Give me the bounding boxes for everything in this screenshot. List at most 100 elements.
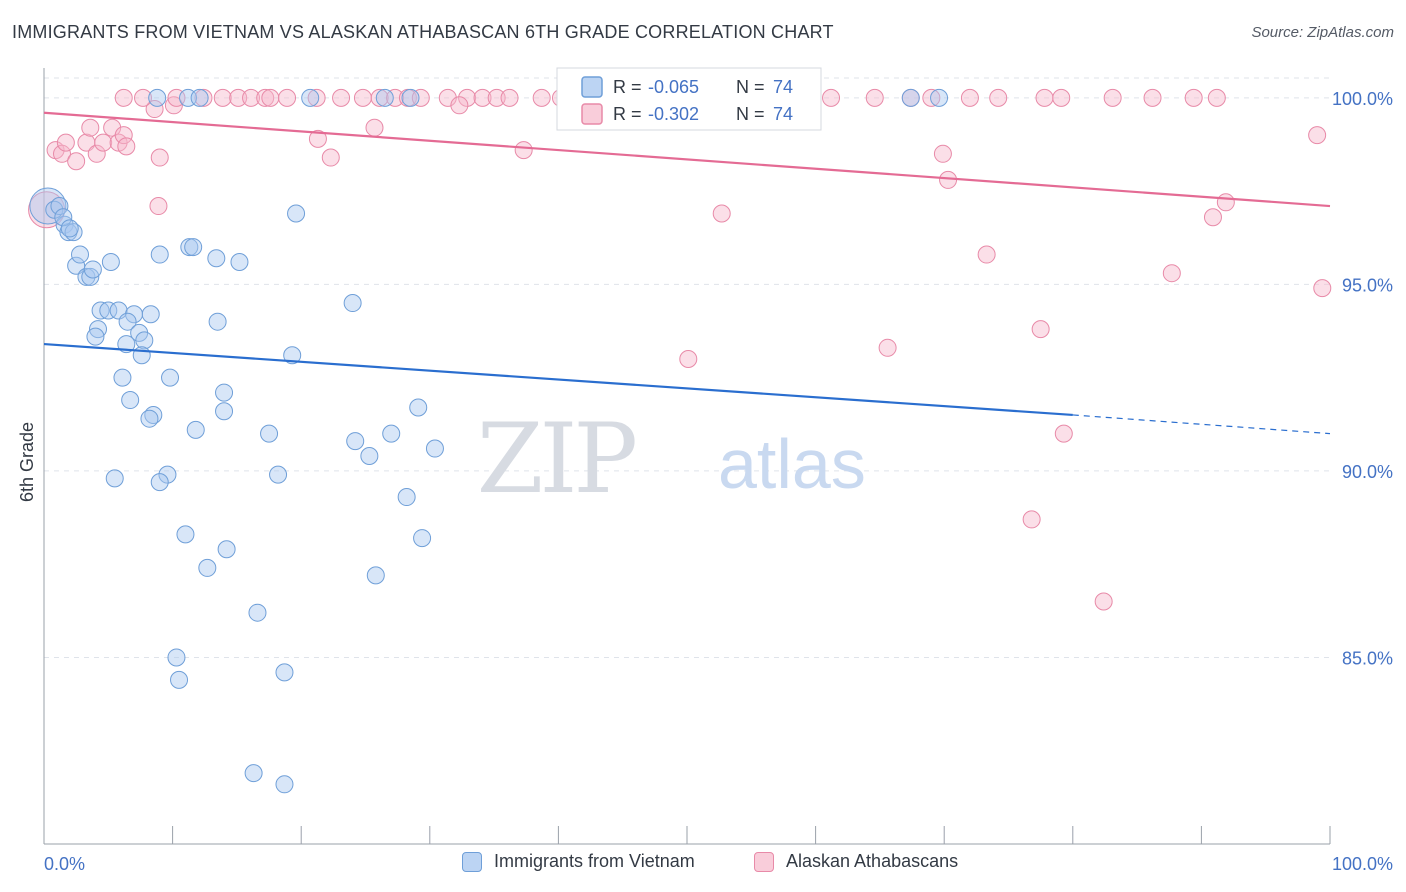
stats-swatch-1 (581, 103, 603, 125)
blue-point-19 (118, 312, 137, 331)
y-tick-label-3: 85.0% (1342, 648, 1393, 668)
x-tick-label-right: 100.0% (1332, 854, 1393, 874)
y-tick-label-1: 95.0% (1342, 275, 1393, 295)
axes (43, 68, 1331, 845)
blue-point-43 (180, 238, 199, 257)
pink-point-0 (28, 191, 66, 229)
blue-point-70 (901, 88, 920, 107)
blue-point-53 (287, 204, 306, 223)
pink-point-39 (532, 88, 551, 107)
blue-point-55 (360, 447, 379, 465)
source-credit: Source: ZipAtlas.com (1251, 24, 1394, 41)
stats-n-label-1: N = (736, 104, 765, 124)
blue-point-44 (184, 238, 203, 257)
blue-point-58 (397, 488, 416, 507)
blue-point-10 (83, 260, 102, 279)
pink-point-13 (150, 148, 169, 167)
stats-r-value-1: -0.302 (648, 104, 699, 124)
stats-n-value-0: 74 (773, 77, 793, 97)
blue-point-7 (71, 245, 90, 264)
pink-point-57 (1143, 88, 1162, 107)
blue-point-6 (67, 256, 86, 275)
legend-swatch-pink (754, 851, 774, 872)
blue-point-41 (275, 775, 294, 794)
legend-item-athabascans: Alaskan Athabascans (754, 851, 958, 872)
trend-lines (43, 111, 1331, 435)
blue-point-37 (170, 670, 189, 689)
blue-point-38 (248, 603, 267, 622)
trend-line-blue-extension (1072, 414, 1331, 435)
pink-point-26 (278, 88, 297, 107)
pink-point-27 (307, 88, 326, 107)
blue-point-46 (230, 253, 249, 271)
pink-point-11 (114, 126, 133, 145)
blue-point-33 (176, 525, 195, 544)
blue-point-26 (121, 391, 140, 410)
blue-point-13 (99, 301, 118, 320)
pink-point-59 (1207, 88, 1226, 107)
pink-point-2 (53, 144, 72, 163)
pink-point-65 (712, 204, 731, 223)
blue-point-60 (425, 439, 444, 458)
pink-point-4 (67, 152, 86, 171)
blue-point-48 (215, 383, 234, 402)
pink-point-30 (370, 88, 389, 107)
pink-point-53 (989, 88, 1008, 107)
pink-point-56 (1103, 88, 1122, 107)
pink-point-75 (1162, 264, 1181, 283)
stats-legend: R = -0.065 N = 74 R = -0.302 N = 74 (556, 67, 822, 131)
bottom-legend: Immigrants from Vietnam Alaskan Athabasc… (0, 851, 1406, 879)
pink-point-76 (1203, 208, 1222, 227)
pink-point-74 (1094, 592, 1113, 611)
pink-point-62 (365, 118, 384, 137)
blue-point-31 (150, 473, 169, 492)
pink-point-14 (149, 197, 168, 216)
y-tick-label-2: 90.0% (1342, 462, 1393, 482)
pink-point-58 (1184, 88, 1203, 107)
blue-point-21 (135, 331, 154, 350)
blue-point-24 (113, 368, 132, 387)
pink-point-31 (386, 88, 405, 107)
pink-point-54 (1035, 88, 1054, 107)
pink-point-3 (56, 133, 75, 152)
legend-swatch-blue (462, 851, 482, 872)
trend-line-blue (43, 342, 1073, 417)
pink-point-12 (117, 137, 136, 156)
watermark: ZIP atlas (477, 403, 866, 515)
blue-point-62 (413, 529, 432, 548)
blue-point-35 (217, 540, 236, 559)
pink-point-61 (321, 148, 340, 167)
pink-point-52 (960, 88, 979, 107)
pink-point-38 (500, 88, 519, 107)
pink-point-15 (145, 100, 164, 119)
y-axis-label: 6th Grade (17, 422, 37, 502)
blue-point-68 (401, 88, 420, 107)
blue-point-54 (346, 432, 365, 451)
pink-point-79 (1313, 279, 1332, 298)
blue-point-40 (244, 764, 263, 783)
pink-point-18 (114, 88, 133, 107)
stats-n-label-0: N = (736, 77, 765, 97)
x-tick-label-left: 0.0% (44, 854, 85, 874)
pink-point-60 (308, 129, 327, 148)
pink-point-20 (194, 88, 213, 107)
pink-point-16 (164, 96, 183, 115)
blue-point-34 (198, 558, 217, 577)
blue-point-66 (301, 88, 320, 107)
pink-point-19 (134, 88, 153, 107)
pink-point-6 (81, 118, 100, 137)
blue-point-11 (101, 253, 120, 271)
blue-point-73 (60, 219, 79, 238)
blue-point-42 (150, 245, 169, 264)
trend-line-pink (43, 111, 1331, 208)
blue-point-67 (375, 88, 394, 107)
x-tick-labels: 0.0% 100.0% (44, 854, 1393, 874)
pink-point-8 (94, 133, 113, 152)
blue-point-32 (105, 469, 124, 488)
pink-point-66 (679, 350, 698, 368)
pink-point-49 (865, 88, 884, 107)
pink-point-37 (487, 88, 506, 107)
blue-point-50 (260, 424, 279, 443)
stats-r-label-0: R = (613, 77, 642, 97)
